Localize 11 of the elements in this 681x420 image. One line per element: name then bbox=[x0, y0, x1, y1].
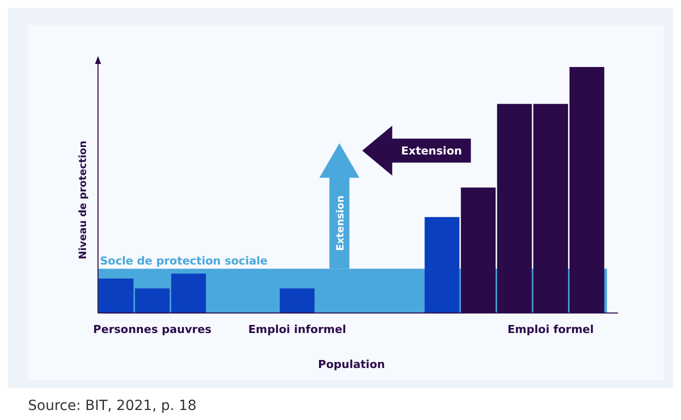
band-label: Socle de protection sociale bbox=[100, 254, 268, 268]
x-axis-title: Population bbox=[318, 358, 385, 371]
bar bbox=[424, 217, 460, 313]
annotation: Extension bbox=[401, 144, 462, 158]
annotation: Extension bbox=[335, 196, 346, 251]
x-tick-label: Emploi informel bbox=[248, 323, 346, 336]
x-tick-label: Personnes pauvres bbox=[93, 323, 212, 336]
x-tick-label: Emploi formel bbox=[508, 323, 594, 336]
bar bbox=[280, 288, 315, 313]
y-axis-title: Niveau de protection bbox=[78, 140, 89, 260]
source-note: Source: BIT, 2021, p. 18 bbox=[28, 398, 197, 414]
